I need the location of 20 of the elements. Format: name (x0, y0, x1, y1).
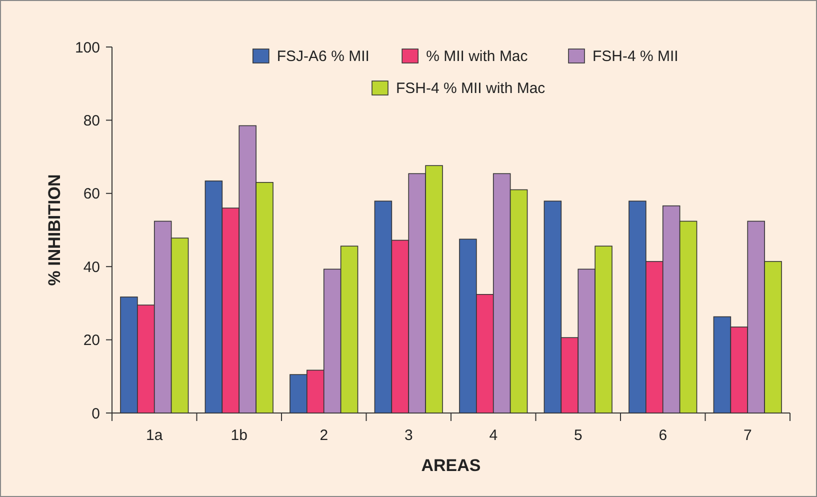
x-tick-label: 1a (146, 427, 164, 444)
x-tick-label: 4 (489, 427, 498, 444)
x-tick-label: 2 (320, 427, 328, 444)
legend-label: % MII with Mac (426, 48, 528, 65)
y-tick-label: 20 (83, 332, 100, 350)
y-tick-label: 40 (83, 258, 100, 276)
x-tick-label: 5 (574, 427, 582, 444)
legend-label: FSH-4 % MII (592, 48, 678, 65)
x-axis-title: AREAS (421, 456, 481, 475)
y-tick-label: 100 (74, 39, 100, 56)
legend-label: FSJ-A6 % MII (276, 48, 370, 65)
x-tick-label: 1b (230, 427, 248, 444)
legend-label: FSH-4 % MII with Mac (396, 80, 546, 97)
y-tick-label: 60 (83, 186, 100, 203)
y-tick-label: 80 (83, 112, 100, 130)
y-axis-title: % INHIBITION (45, 174, 64, 286)
x-tick-label: 6 (658, 427, 668, 444)
x-tick-label: 7 (743, 427, 752, 444)
x-tick-label: 3 (404, 427, 413, 444)
y-tick-label: 0 (92, 405, 100, 422)
